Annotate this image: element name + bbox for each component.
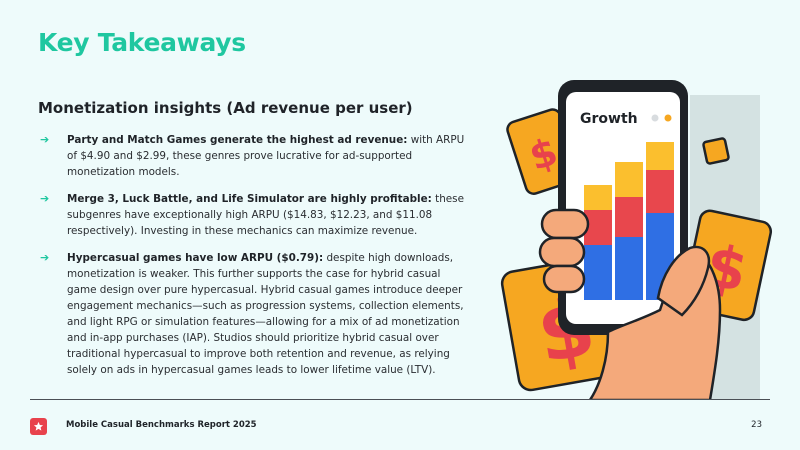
page-number: 23: [751, 420, 762, 430]
bar-segment: [646, 142, 674, 170]
takeaway-item: ➔ Merge 3, Luck Battle, and Life Simulat…: [38, 191, 470, 239]
takeaway-text: these subgenres have exceptionally high …: [67, 193, 464, 237]
bar-segment: [584, 245, 612, 300]
bar-segment: [646, 170, 674, 213]
small-coin-icon: [702, 137, 730, 165]
section-subtitle: Monetization insights (Ad revenue per us…: [38, 99, 413, 117]
takeaway-list: ➔ Party and Match Games generate the hig…: [38, 132, 470, 389]
bar-segment: [615, 197, 643, 237]
bar-segment: [584, 185, 612, 210]
arrow-right-icon: ➔: [40, 251, 50, 264]
takeaway-text: with ARPU of $4.90 and $2.99, these genr…: [67, 134, 465, 178]
status-dot: [651, 114, 659, 122]
brand-logo: [30, 418, 47, 435]
footer-divider: [30, 399, 770, 400]
arrow-right-icon: ➔: [40, 133, 50, 146]
growth-phone-illustration: $ $ $ Growth: [500, 80, 773, 400]
takeaway-text: despite high downloads, monetization is …: [67, 252, 464, 376]
star-icon: [33, 421, 44, 431]
status-dot: [664, 114, 672, 122]
report-name: Mobile Casual Benchmarks Report 2025: [66, 420, 257, 430]
takeaway-heading: Hypercasual games have low ARPU ($0.79):: [67, 252, 324, 264]
takeaway-heading: Party and Match Games generate the highe…: [67, 134, 408, 146]
page-title: Key Takeaways: [38, 28, 246, 57]
takeaway-item: ➔ Hypercasual games have low ARPU ($0.79…: [38, 250, 470, 378]
bar-segment: [615, 237, 643, 300]
hand-icon: [538, 208, 722, 400]
takeaway-item: ➔ Party and Match Games generate the hig…: [38, 132, 470, 180]
bar-segment: [615, 162, 643, 197]
phone-title: Growth: [580, 111, 638, 127]
arrow-right-icon: ➔: [40, 192, 50, 205]
takeaway-heading: Merge 3, Luck Battle, and Life Simulator…: [67, 193, 432, 205]
